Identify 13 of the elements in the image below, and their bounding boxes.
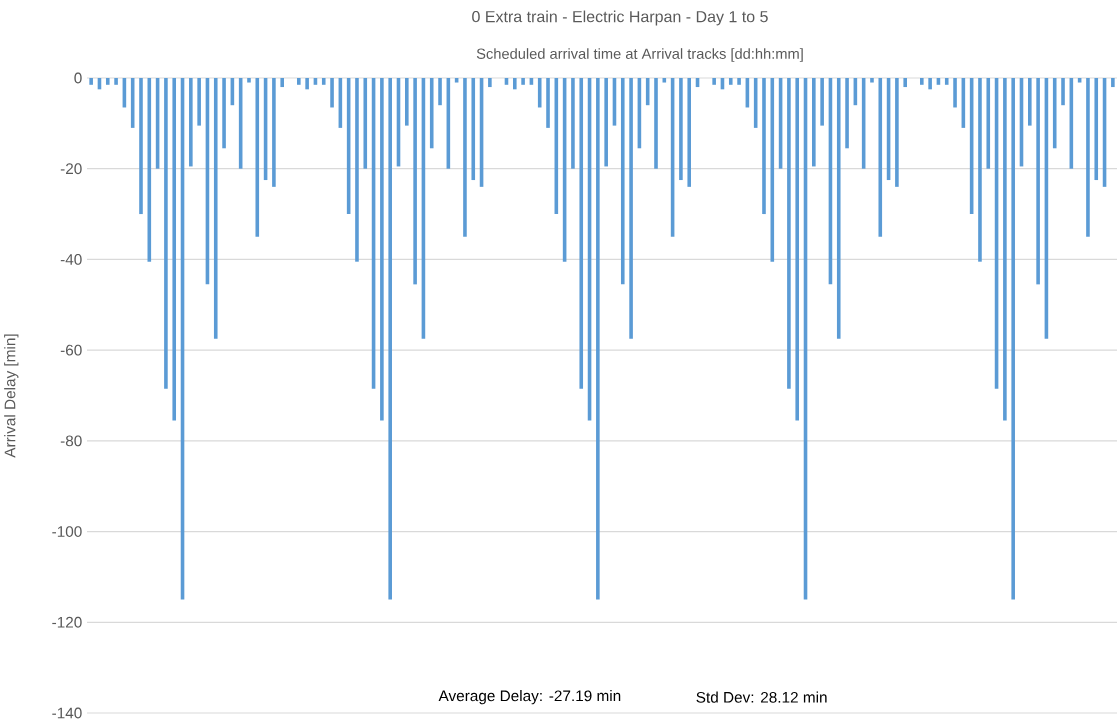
y-tick-label: -20 bbox=[60, 163, 82, 175]
y-tick-label: -100 bbox=[52, 526, 82, 537]
y-tick-label: -140 bbox=[52, 707, 82, 719]
annotation: Std Dev: 28.12 min bbox=[696, 691, 827, 703]
y-tick-label: -40 bbox=[60, 253, 82, 265]
y-axis-title: Arrival Delay [min] bbox=[4, 334, 19, 458]
y-tick-label: -120 bbox=[52, 616, 82, 628]
y-tick-label: 0 bbox=[74, 72, 82, 84]
y-tick-label: -60 bbox=[60, 344, 82, 356]
annotation: Average Delay: -27.19 min bbox=[438, 689, 621, 705]
x-axis-title: Scheduled arrival time at Arrival tracks [dd:hh:mm] bbox=[476, 48, 803, 62]
y-tick-label: -80 bbox=[60, 435, 82, 447]
chart-title: 0 Extra train - Electric Harpan - Day 1 to 5 bbox=[472, 10, 768, 26]
